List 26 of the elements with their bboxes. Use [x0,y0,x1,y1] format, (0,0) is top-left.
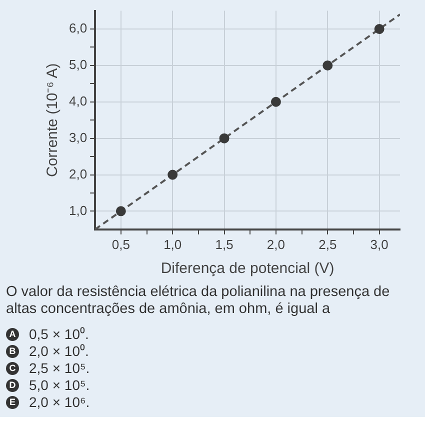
x-tick-label: 2,0 [266,236,285,252]
y-tick-label: 4,0 [68,93,88,108]
y-tick-label: 5,0 [68,57,88,72]
x-tick-label: 0,5 [112,236,130,252]
point [322,60,333,70]
y-tick-label: 3,0 [68,130,88,145]
y-tick-label: 2,0 [68,166,88,182]
point [116,206,126,216]
text: A 0,5 × 10⁰. [9,326,89,342]
text: E 2,0 × 10⁶. [9,394,90,410]
x-tick-label: 1,0 [164,236,182,252]
x-tick-label: 2,5 [318,236,337,252]
point [270,96,281,107]
point [168,170,178,180]
text: C 2,5 × 10⁵. [9,360,90,376]
text: B 2,0 × 10⁰. [9,343,89,359]
text: D 5,0 × 10⁵. [9,377,90,393]
x-tick-label: 3,0 [370,236,388,252]
y-axis-title: Corrente (10⁻⁶ A) [44,63,62,177]
point [374,24,384,34]
x-axis-title: Diferença de potencial (V) [160,260,334,278]
y-tick-label: 1,0 [68,202,88,218]
point [219,133,230,144]
y-tick-label: 6,0 [68,20,88,36]
text: O valor da resistência elétrica da polianilina na presença de altas concentrações de amônia, em ohm, é igual a [6,284,391,318]
x-tick-label: 1,5 [215,236,234,252]
